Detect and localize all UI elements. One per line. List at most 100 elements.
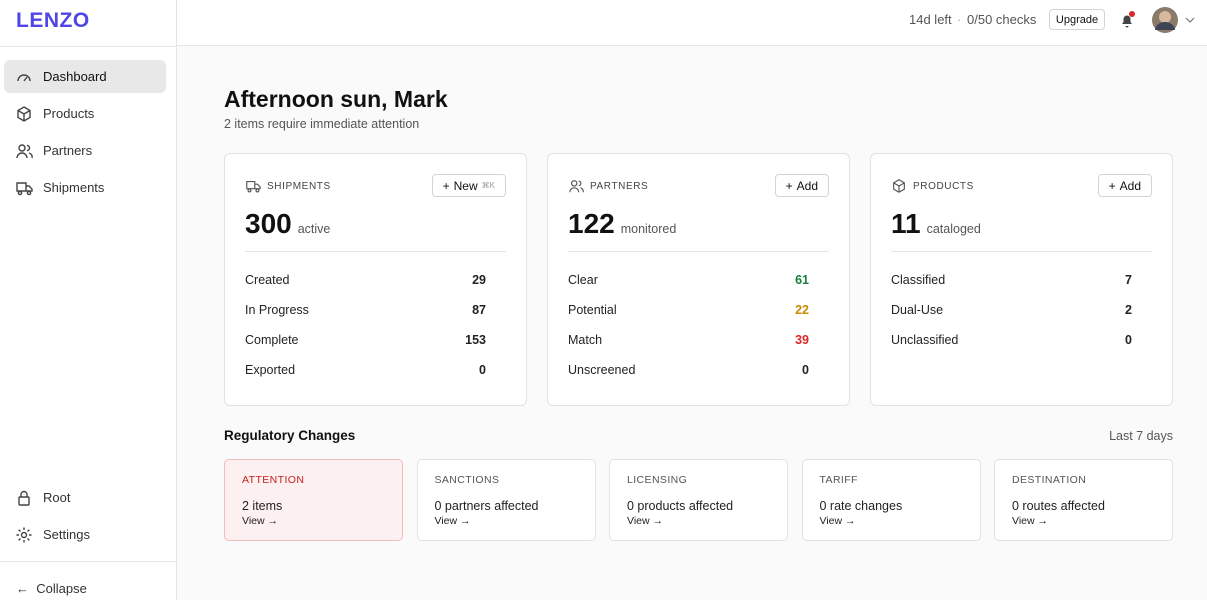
stat-value: 39 <box>795 333 809 347</box>
reg-text: 0 rate changes <box>819 499 903 513</box>
action-label: New <box>453 178 478 193</box>
divider <box>891 251 1152 252</box>
reg-link[interactable]: View → <box>819 515 856 527</box>
divider <box>0 561 176 562</box>
stat-value: 22 <box>795 303 809 317</box>
count: 122 monitored <box>568 208 676 240</box>
icon: ← <box>16 581 37 596</box>
upgrade-button[interactable]: Upgrade <box>1049 9 1105 30</box>
card-icon <box>893 179 905 193</box>
sidebar: LENZO ← Collapse Dashboard Products Partne… <box>0 0 177 600</box>
subtitle: 2 items require immediate attention <box>224 117 420 131</box>
reg-text: 0 partners affected <box>434 499 539 513</box>
card-action[interactable]: + Add <box>1097 174 1152 197</box>
trial-status: 14d left <box>909 12 952 27</box>
reg-link[interactable]: View → <box>1012 515 1048 527</box>
regulatory-card[interactable]: TARIFF 0 rate changes View → <box>801 459 981 541</box>
card-title: PRODUCTS <box>913 181 974 192</box>
collapse-button[interactable]: ← Collapse <box>16 581 87 596</box>
stat-value: 61 <box>795 273 809 287</box>
stat-value: 0 <box>1125 333 1132 347</box>
card-action[interactable]: + Add <box>774 174 829 197</box>
reg-title: DESTINATION <box>1012 474 1087 486</box>
stat-label: Complete <box>245 333 299 347</box>
regulatory-card[interactable]: LICENSING 0 products affected View → <box>609 459 788 541</box>
reg-text: 0 routes affected <box>1012 499 1105 513</box>
nav-item[interactable]: Products <box>4 97 166 130</box>
stat-label: Exported <box>245 363 296 377</box>
card-title: SHIPMENTS <box>267 181 331 192</box>
count-label: cataloged <box>926 222 981 236</box>
icon: + <box>1108 178 1116 193</box>
regulatory-card[interactable]: DESTINATION 0 routes affected View → <box>994 459 1173 541</box>
separator: · <box>957 12 962 27</box>
stat-label: Clear <box>568 273 598 287</box>
regulatory-card[interactable]: SANCTIONS 0 partners affected View → <box>416 459 596 541</box>
reg-link[interactable]: View → <box>242 515 278 527</box>
greeting: Afternoon sun, Mark <box>224 86 448 112</box>
stat-value: 0 <box>479 363 486 377</box>
card-action[interactable]: + New ⌘K <box>431 174 506 197</box>
nav-item[interactable]: Partners <box>4 134 166 167</box>
count-label: active <box>297 222 331 236</box>
stat-row: Potential 22 <box>568 303 809 317</box>
stat-label: Match <box>568 333 603 347</box>
nav-item[interactable]: Shipments <box>4 171 166 204</box>
topbar: 14d left · 0/50 checks Upgrade <box>177 0 1207 46</box>
nav-icon <box>16 527 32 542</box>
nav-icon <box>17 73 31 81</box>
nav-label: Partners <box>43 143 93 158</box>
count-value: 122 <box>568 208 615 239</box>
reg-title: LICENSING <box>627 474 688 486</box>
card-icon <box>246 180 261 193</box>
stat-value: 153 <box>465 333 486 347</box>
icon: + <box>442 178 450 193</box>
nav-item[interactable]: Dashboard <box>4 60 166 93</box>
stat-value: 29 <box>472 273 486 287</box>
summary-card: PRODUCTS + Add 11 cataloged Classified 7 Dual-U… <box>870 153 1173 406</box>
count-label: monitored <box>620 222 677 236</box>
divider <box>245 251 506 252</box>
nav-label: Root <box>43 490 71 505</box>
divider <box>568 251 829 252</box>
nav-icon <box>16 143 33 158</box>
nav-icon <box>16 181 33 195</box>
summary-card: PARTNERS + Add 122 monitored Clear 61 Potential… <box>547 153 850 406</box>
stat-row: Classified 7 <box>891 273 1132 287</box>
stat-label: Unscreened <box>568 363 636 377</box>
user-menu[interactable] <box>1152 6 1196 34</box>
nav-icon <box>17 105 31 122</box>
period: Last 7 days <box>1109 429 1173 443</box>
stat-label: Potential <box>568 303 617 317</box>
stat-row: Exported 0 <box>245 363 486 377</box>
reg-title: SANCTIONS <box>434 474 500 486</box>
summary-card: SHIPMENTS + New ⌘K 300 active Created 29 In Prog… <box>224 153 527 406</box>
brand[interactable]: LENZO <box>16 9 90 32</box>
stat-label: Created <box>245 273 290 287</box>
stat-row: Unscreened 0 <box>568 363 809 377</box>
count: 300 active <box>245 208 330 240</box>
nav-item[interactable]: Root <box>4 481 166 514</box>
stat-row: In Progress 87 <box>245 303 486 317</box>
action-label: Add <box>796 178 818 193</box>
reg-link[interactable]: View → <box>627 515 663 527</box>
stat-value: 2 <box>1125 303 1132 317</box>
reg-link[interactable]: View → <box>434 515 471 527</box>
count-value: 300 <box>245 208 292 239</box>
notifications[interactable] <box>1118 11 1136 29</box>
count-value: 11 <box>891 208 921 239</box>
stat-row: Clear 61 <box>568 273 809 287</box>
regulatory-card[interactable]: ATTENTION 2 items View → <box>224 459 403 541</box>
nav-label: Shipments <box>43 180 105 195</box>
nav-label: Dashboard <box>43 69 107 84</box>
card-icon <box>569 180 584 193</box>
stat-row: Match 39 <box>568 333 809 347</box>
nav-icon <box>18 490 30 506</box>
collapse-label: Collapse <box>36 581 87 596</box>
stat-row: Unclassified 0 <box>891 333 1132 347</box>
stat-value: 87 <box>472 303 486 317</box>
nav-item[interactable]: Settings <box>4 518 166 551</box>
stat-value: 7 <box>1125 273 1132 287</box>
stat-value: 0 <box>802 363 809 377</box>
